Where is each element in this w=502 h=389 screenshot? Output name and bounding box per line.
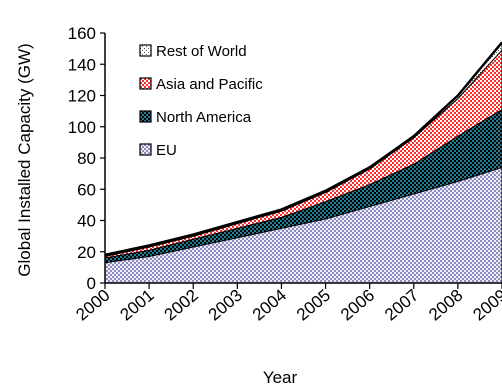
- y-tick-label: 120: [68, 87, 96, 106]
- legend: Rest of World Asia and Pacific North Ameri…: [139, 43, 263, 159]
- area-series-layer: [104, 41, 502, 284]
- y-tick-label: 140: [68, 55, 96, 74]
- x-tick-label: 2009: [469, 286, 502, 325]
- x-tick-label: 2008: [425, 286, 466, 325]
- y-ticks: 0 20 40 60 80 100 120 140 160: [68, 24, 105, 293]
- total-outline: [104, 41, 502, 257]
- x-ticks: 2000 2001 2002 2003 2004 2005 2006 2007 2008 2009: [72, 283, 502, 324]
- y-tick-label: 160: [68, 24, 96, 43]
- y-tick-label: 100: [68, 118, 96, 137]
- y-tick-label: 80: [77, 149, 96, 168]
- x-axis-title: Year: [263, 368, 298, 387]
- x-tick-label: 2005: [293, 286, 334, 325]
- x-tick-label: 2007: [381, 286, 422, 325]
- legend-swatch-rest-of-world: [139, 44, 152, 57]
- legend-swatch-asia-and-pacific: [139, 77, 152, 90]
- y-tick-label: 40: [77, 212, 96, 231]
- x-tick-label: 2002: [161, 286, 202, 325]
- legend-label-eu: EU: [156, 142, 177, 159]
- legend-swatch-north-america: [139, 110, 152, 123]
- y-axis-title: Global Installed Capacity (GW): [15, 43, 34, 276]
- x-tick-label: 2004: [249, 286, 290, 325]
- y-tick-label: 0: [87, 274, 96, 293]
- y-tick-label: 20: [77, 243, 96, 262]
- x-tick-label: 2001: [116, 286, 157, 325]
- x-tick-label: 2000: [72, 286, 113, 325]
- y-tick-label: 60: [77, 180, 96, 199]
- x-tick-label: 2003: [205, 286, 246, 325]
- legend-label-north-america: North America: [156, 109, 252, 126]
- legend-swatch-eu: [139, 143, 152, 156]
- legend-label-rest-of-world: Rest of World: [156, 43, 247, 60]
- x-tick-label: 2006: [337, 286, 378, 325]
- legend-label-asia-and-pacific: Asia and Pacific: [156, 76, 263, 93]
